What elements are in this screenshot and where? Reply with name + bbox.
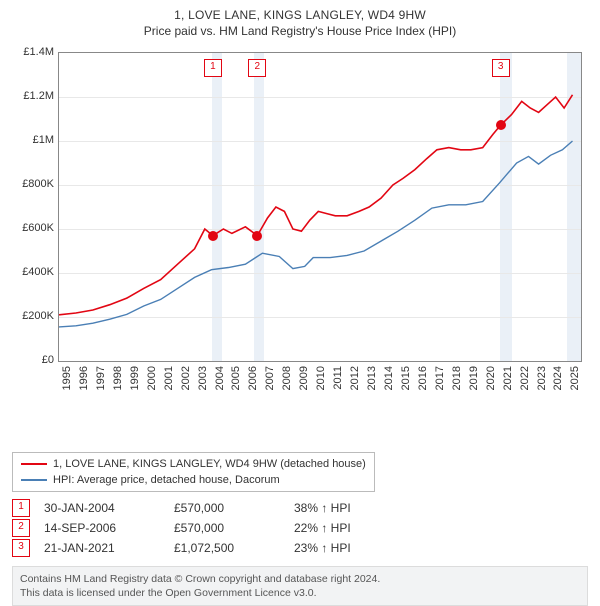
x-tick-label: 2011 [332,366,344,390]
y-tick-label: £800K [12,178,54,190]
x-tick-label: 2025 [569,366,581,390]
transaction-row: 3 21-JAN-2021£1,072,50023% ↑ HPI [12,538,588,558]
legend-label: 1, LOVE LANE, KINGS LANGLEY, WD4 9HW (de… [53,458,366,470]
x-tick-label: 1998 [112,366,124,390]
footer-line2: This data is licensed under the Open Gov… [20,586,580,600]
transaction-price: £1,072,500 [174,541,294,555]
x-tick-label: 2014 [383,366,395,390]
transaction-delta: 38% ↑ HPI [294,501,424,515]
x-tick-label: 2020 [485,366,497,390]
x-tick-label: 2007 [264,366,276,390]
x-tick-label: 1997 [95,366,107,390]
chart-container: 1, LOVE LANE, KINGS LANGLEY, WD4 9HW Pri… [0,0,600,590]
chart-title-line1: 1, LOVE LANE, KINGS LANGLEY, WD4 9HW [12,8,588,22]
legend-item-price-paid: 1, LOVE LANE, KINGS LANGLEY, WD4 9HW (de… [21,456,366,472]
legend: 1, LOVE LANE, KINGS LANGLEY, WD4 9HW (de… [12,452,375,492]
transaction-marker: 2 [248,59,266,77]
series-svg [59,53,581,361]
transaction-date: 21-JAN-2021 [44,541,174,555]
x-tick-label: 2019 [468,366,480,390]
x-tick-label: 2008 [281,366,293,390]
plot-region: 1 2 3 [58,52,582,362]
legend-label: HPI: Average price, detached house, Daco… [53,474,280,486]
x-tick-label: 2005 [230,366,242,390]
x-tick-label: 2023 [536,366,548,390]
legend-item-hpi: HPI: Average price, detached house, Daco… [21,472,366,488]
x-tick-label: 2015 [400,366,412,390]
x-tick-label: 2022 [519,366,531,390]
transaction-delta: 23% ↑ HPI [294,541,424,555]
x-tick-label: 2017 [434,366,446,390]
y-tick-label: £600K [12,222,54,234]
transaction-marker: 1 [204,59,222,77]
x-tick-label: 2006 [247,366,259,390]
x-tick-label: 2024 [552,366,564,390]
x-tick-label: 1995 [61,366,73,390]
footer-line1: Contains HM Land Registry data © Crown c… [20,572,580,586]
sale-point [496,120,506,130]
chart-area: £0£200K£400K£600K£800K£1M£1.2M£1.4M 123 … [12,46,588,406]
y-tick-label: £200K [12,310,54,322]
x-axis-labels: 1995 1996 1997 1998 1999 2000 2001 2002 2003 2004… [58,366,580,406]
transaction-marker-icon: 3 [12,539,30,557]
x-tick-label: 2010 [315,366,327,390]
y-tick-label: £1.4M [12,46,54,58]
x-tick-label: 1999 [129,366,141,390]
transaction-marker: 3 [492,59,510,77]
legend-swatch [21,479,47,481]
x-tick-label: 2016 [417,366,429,390]
x-tick-label: 2003 [197,366,209,390]
series-price_paid [59,95,573,315]
transaction-date: 14-SEP-2006 [44,521,174,535]
x-tick-label: 2018 [451,366,463,390]
series-hpi [59,141,573,327]
transaction-row: 2 14-SEP-2006£570,00022% ↑ HPI [12,518,588,538]
transaction-delta: 22% ↑ HPI [294,521,424,535]
transaction-marker-icon: 2 [12,519,30,537]
x-tick-label: 2004 [214,366,226,390]
transactions-table: 1 30-JAN-2004£570,00038% ↑ HPI 2 14-SEP-200… [12,498,588,558]
transaction-date: 30-JAN-2004 [44,501,174,515]
x-tick-label: 2012 [349,366,361,390]
x-tick-label: 2002 [180,366,192,390]
sale-point [208,231,218,241]
transaction-price: £570,000 [174,501,294,515]
transaction-price: £570,000 [174,521,294,535]
y-tick-label: £0 [12,354,54,366]
x-tick-label: 2009 [298,366,310,390]
transaction-marker-icon: 1 [12,499,30,517]
x-tick-label: 2000 [146,366,158,390]
y-tick-label: £400K [12,266,54,278]
x-tick-label: 1996 [78,366,90,390]
x-tick-label: 2013 [366,366,378,390]
sale-point [252,231,262,241]
y-tick-label: £1M [12,134,54,146]
y-tick-label: £1.2M [12,90,54,102]
transaction-row: 1 30-JAN-2004£570,00038% ↑ HPI [12,498,588,518]
x-tick-label: 2001 [163,366,175,390]
x-tick-label: 2021 [502,366,514,390]
footer-attribution: Contains HM Land Registry data © Crown c… [12,566,588,606]
legend-swatch [21,463,47,465]
chart-title-line2: Price paid vs. HM Land Registry's House … [12,24,588,38]
